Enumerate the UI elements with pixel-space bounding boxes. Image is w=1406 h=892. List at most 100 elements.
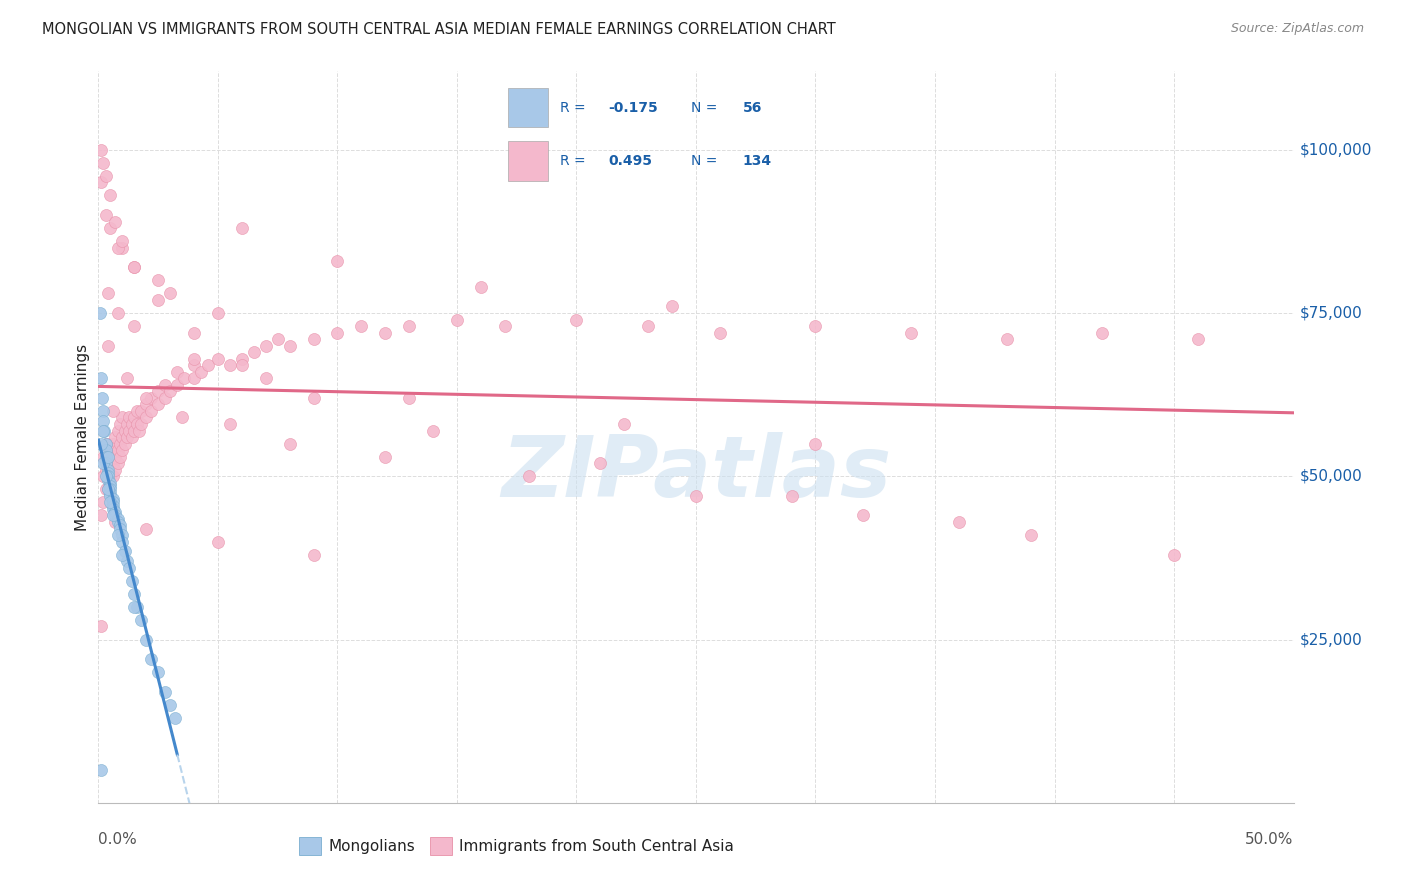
Point (139, 391, 162, 405)
Point (118, 410, 141, 425)
Point (494, 319, 516, 334)
Point (302, 332, 325, 346)
Point (91, 469, 114, 483)
Point (139, 404, 162, 418)
Point (98, 221, 122, 235)
Point (183, 371, 205, 385)
Point (1187, 332, 1209, 346)
Point (231, 358, 253, 372)
Point (148, 665, 170, 680)
Point (326, 326, 349, 340)
Point (219, 417, 242, 431)
Point (613, 417, 636, 431)
Point (326, 253, 349, 268)
Point (128, 424, 150, 438)
Point (148, 273, 170, 287)
Point (90, 508, 112, 523)
Point (121, 417, 143, 431)
Point (900, 326, 922, 340)
Point (104, 463, 127, 477)
Y-axis label: Median Female Earnings: Median Female Earnings (75, 343, 90, 531)
Point (94, 169, 117, 183)
Point (374, 326, 396, 340)
Point (94, 443, 117, 458)
Point (104, 515, 127, 529)
Point (804, 436, 827, 450)
Point (470, 280, 492, 294)
Point (90, 436, 112, 450)
Point (118, 560, 141, 574)
Point (97, 450, 120, 464)
Point (398, 319, 420, 334)
Point (302, 548, 325, 562)
Point (91, 450, 114, 464)
Point (139, 652, 162, 666)
Point (97, 466, 120, 480)
Point (173, 371, 195, 385)
Point (104, 450, 127, 464)
Point (254, 371, 277, 385)
Point (155, 377, 177, 392)
Point (94, 483, 117, 497)
Point (446, 312, 468, 326)
Point (111, 548, 134, 562)
Point (1019, 528, 1042, 542)
Point (125, 404, 148, 418)
Point (207, 306, 229, 320)
Point (422, 424, 444, 438)
Point (124, 260, 146, 275)
Point (94, 469, 117, 483)
Point (565, 312, 588, 326)
Point (131, 404, 153, 418)
Point (278, 436, 301, 450)
Point (90, 619, 112, 633)
Point (709, 326, 731, 340)
Point (104, 505, 127, 519)
Point (94, 456, 117, 470)
Point (91, 424, 114, 438)
Point (94, 450, 117, 464)
Point (97, 286, 120, 301)
Point (91, 456, 114, 470)
Point (111, 241, 134, 255)
Point (107, 306, 129, 320)
Point (124, 599, 146, 614)
Point (91, 414, 114, 428)
Text: MONGOLIAN VS IMMIGRANTS FROM SOUTH CENTRAL ASIA MEDIAN FEMALE EARNINGS CORRELATI: MONGOLIAN VS IMMIGRANTS FROM SOUTH CENTR… (42, 22, 837, 37)
Point (124, 587, 146, 601)
Point (97, 483, 120, 497)
Point (183, 351, 205, 366)
Point (1091, 326, 1114, 340)
Point (90, 763, 112, 777)
Point (219, 358, 242, 372)
Point (780, 489, 803, 503)
Point (183, 358, 205, 372)
Point (163, 711, 186, 725)
Point (148, 293, 170, 307)
Point (124, 424, 146, 438)
Point (114, 424, 136, 438)
Point (104, 508, 127, 523)
Point (111, 443, 134, 458)
Point (97, 338, 120, 352)
Point (107, 424, 129, 438)
Point (90, 143, 112, 157)
Point (804, 319, 827, 334)
Point (135, 410, 157, 425)
Point (101, 404, 124, 418)
Point (135, 397, 157, 411)
Point (114, 436, 136, 450)
Text: 0.0%: 0.0% (98, 832, 138, 847)
Point (111, 534, 134, 549)
Point (101, 495, 124, 509)
Point (115, 430, 138, 444)
Point (91, 404, 114, 418)
Point (131, 417, 153, 431)
Text: 50.0%: 50.0% (1246, 832, 1294, 847)
Point (685, 489, 707, 503)
Point (94, 436, 117, 450)
Point (98, 495, 122, 509)
Point (637, 319, 659, 334)
Point (97, 469, 120, 483)
Point (118, 424, 141, 438)
